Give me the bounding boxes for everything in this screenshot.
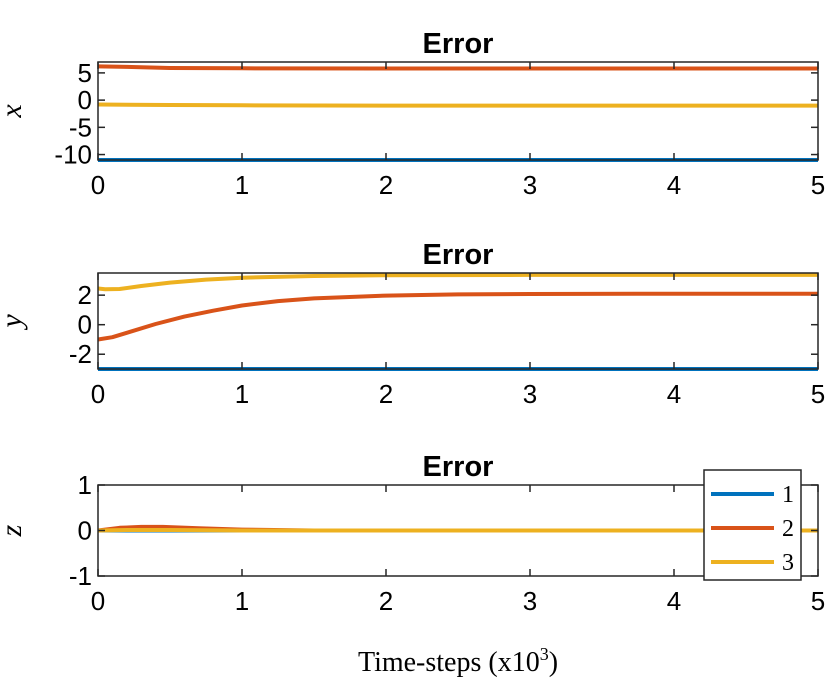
- y-tick-label: -5: [69, 112, 92, 142]
- legend: 1 2 3: [703, 469, 802, 581]
- x-axis-label-close: ): [549, 647, 558, 678]
- x-tick-label: 4: [667, 170, 681, 200]
- x-tick-label: 5: [811, 170, 825, 200]
- x-tick-label: 0: [91, 170, 105, 200]
- x-tick-label: 3: [523, 170, 537, 200]
- x-tick-label: 4: [667, 379, 681, 409]
- x-tick-label: 4: [667, 586, 681, 616]
- legend-label-3: 3: [782, 550, 794, 576]
- y-axis-label: x: [0, 104, 28, 119]
- axes-frame: [97, 272, 819, 370]
- chart-title: Error: [423, 451, 494, 483]
- plot-area: [98, 62, 818, 160]
- x-tick-label: 0: [91, 586, 105, 616]
- series-line-3: [97, 272, 818, 292]
- legend-label-1: 1: [782, 482, 794, 508]
- y-axis-label: y: [0, 314, 28, 331]
- x-tick-label: 3: [523, 379, 537, 409]
- x-tick-label: 5: [811, 379, 825, 409]
- series-line-2: [97, 64, 818, 71]
- chart-title: Error: [423, 28, 494, 60]
- series-line-3: [97, 102, 818, 108]
- x-tick-label: 1: [235, 379, 249, 409]
- x-tick-label: 1: [235, 586, 249, 616]
- x-tick-label: 1: [235, 170, 249, 200]
- y-tick-label: 0: [78, 85, 92, 115]
- y-tick-label: -2: [69, 339, 92, 369]
- x-axis-label-text: Time-steps (x10: [358, 647, 540, 678]
- x-axis-label-exponent: 3: [540, 644, 549, 664]
- chart-title: Error: [423, 239, 494, 271]
- x-tick-label: 0: [91, 379, 105, 409]
- y-axis-label: z: [0, 524, 28, 537]
- x-tick-label: 2: [379, 586, 393, 616]
- legend-label-2: 2: [782, 516, 794, 542]
- series-line-2: [97, 291, 818, 342]
- y-tick-label: 1: [78, 470, 92, 500]
- x-axis-label: Time-steps (x103): [358, 644, 558, 678]
- y-tick-label: 0: [78, 310, 92, 340]
- y-tick-label: -10: [54, 140, 92, 170]
- x-tick-label: 5: [811, 586, 825, 616]
- y-tick-label: -1: [69, 561, 92, 591]
- plot-area: [98, 273, 818, 369]
- y-tick-label: 5: [78, 58, 92, 88]
- x-tick-label: 2: [379, 170, 393, 200]
- y-tick-label: 0: [78, 516, 92, 546]
- x-tick-label: 2: [379, 379, 393, 409]
- y-tick-label: 2: [78, 280, 92, 310]
- series-line-3: [97, 528, 818, 533]
- axes-frame: [97, 61, 819, 161]
- x-tick-label: 3: [523, 586, 537, 616]
